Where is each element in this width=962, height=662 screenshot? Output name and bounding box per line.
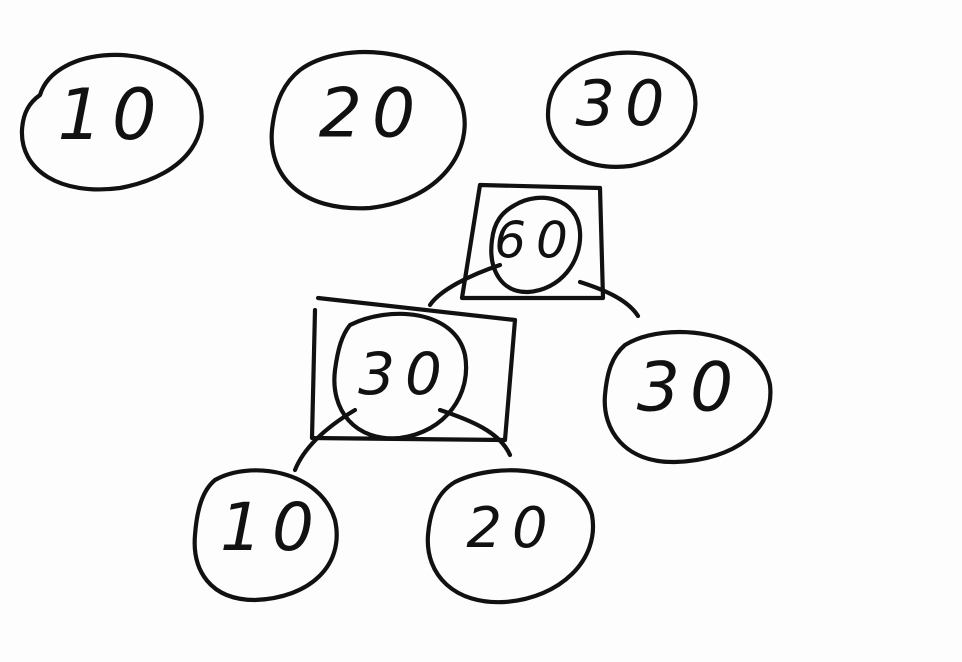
- tree-left-node: 30: [309, 295, 518, 443]
- node-label: 10: [57, 74, 166, 156]
- root-box: [459, 182, 606, 301]
- left-box: [309, 295, 518, 443]
- tree-right-node: 30: [602, 329, 773, 465]
- node-label: 20: [466, 496, 557, 561]
- edge-root-left: [427, 262, 503, 308]
- node-label: 30: [576, 67, 675, 140]
- tree-leaf-10: 10: [192, 468, 339, 603]
- top-node-10: 10: [19, 52, 204, 192]
- tree-leaf-20: 20: [425, 468, 596, 605]
- node-label: 10: [220, 489, 324, 566]
- top-node-20: 20: [269, 49, 467, 211]
- edge-left-leftright: [437, 407, 513, 458]
- node-label: 20: [319, 75, 426, 154]
- top-node-30: 30: [545, 50, 698, 169]
- node-label: 30: [358, 340, 452, 408]
- edge-root-right: [577, 279, 641, 319]
- tree-root-node: 60: [459, 182, 606, 301]
- node-label: 60: [494, 212, 578, 270]
- node-label: 30: [637, 349, 744, 428]
